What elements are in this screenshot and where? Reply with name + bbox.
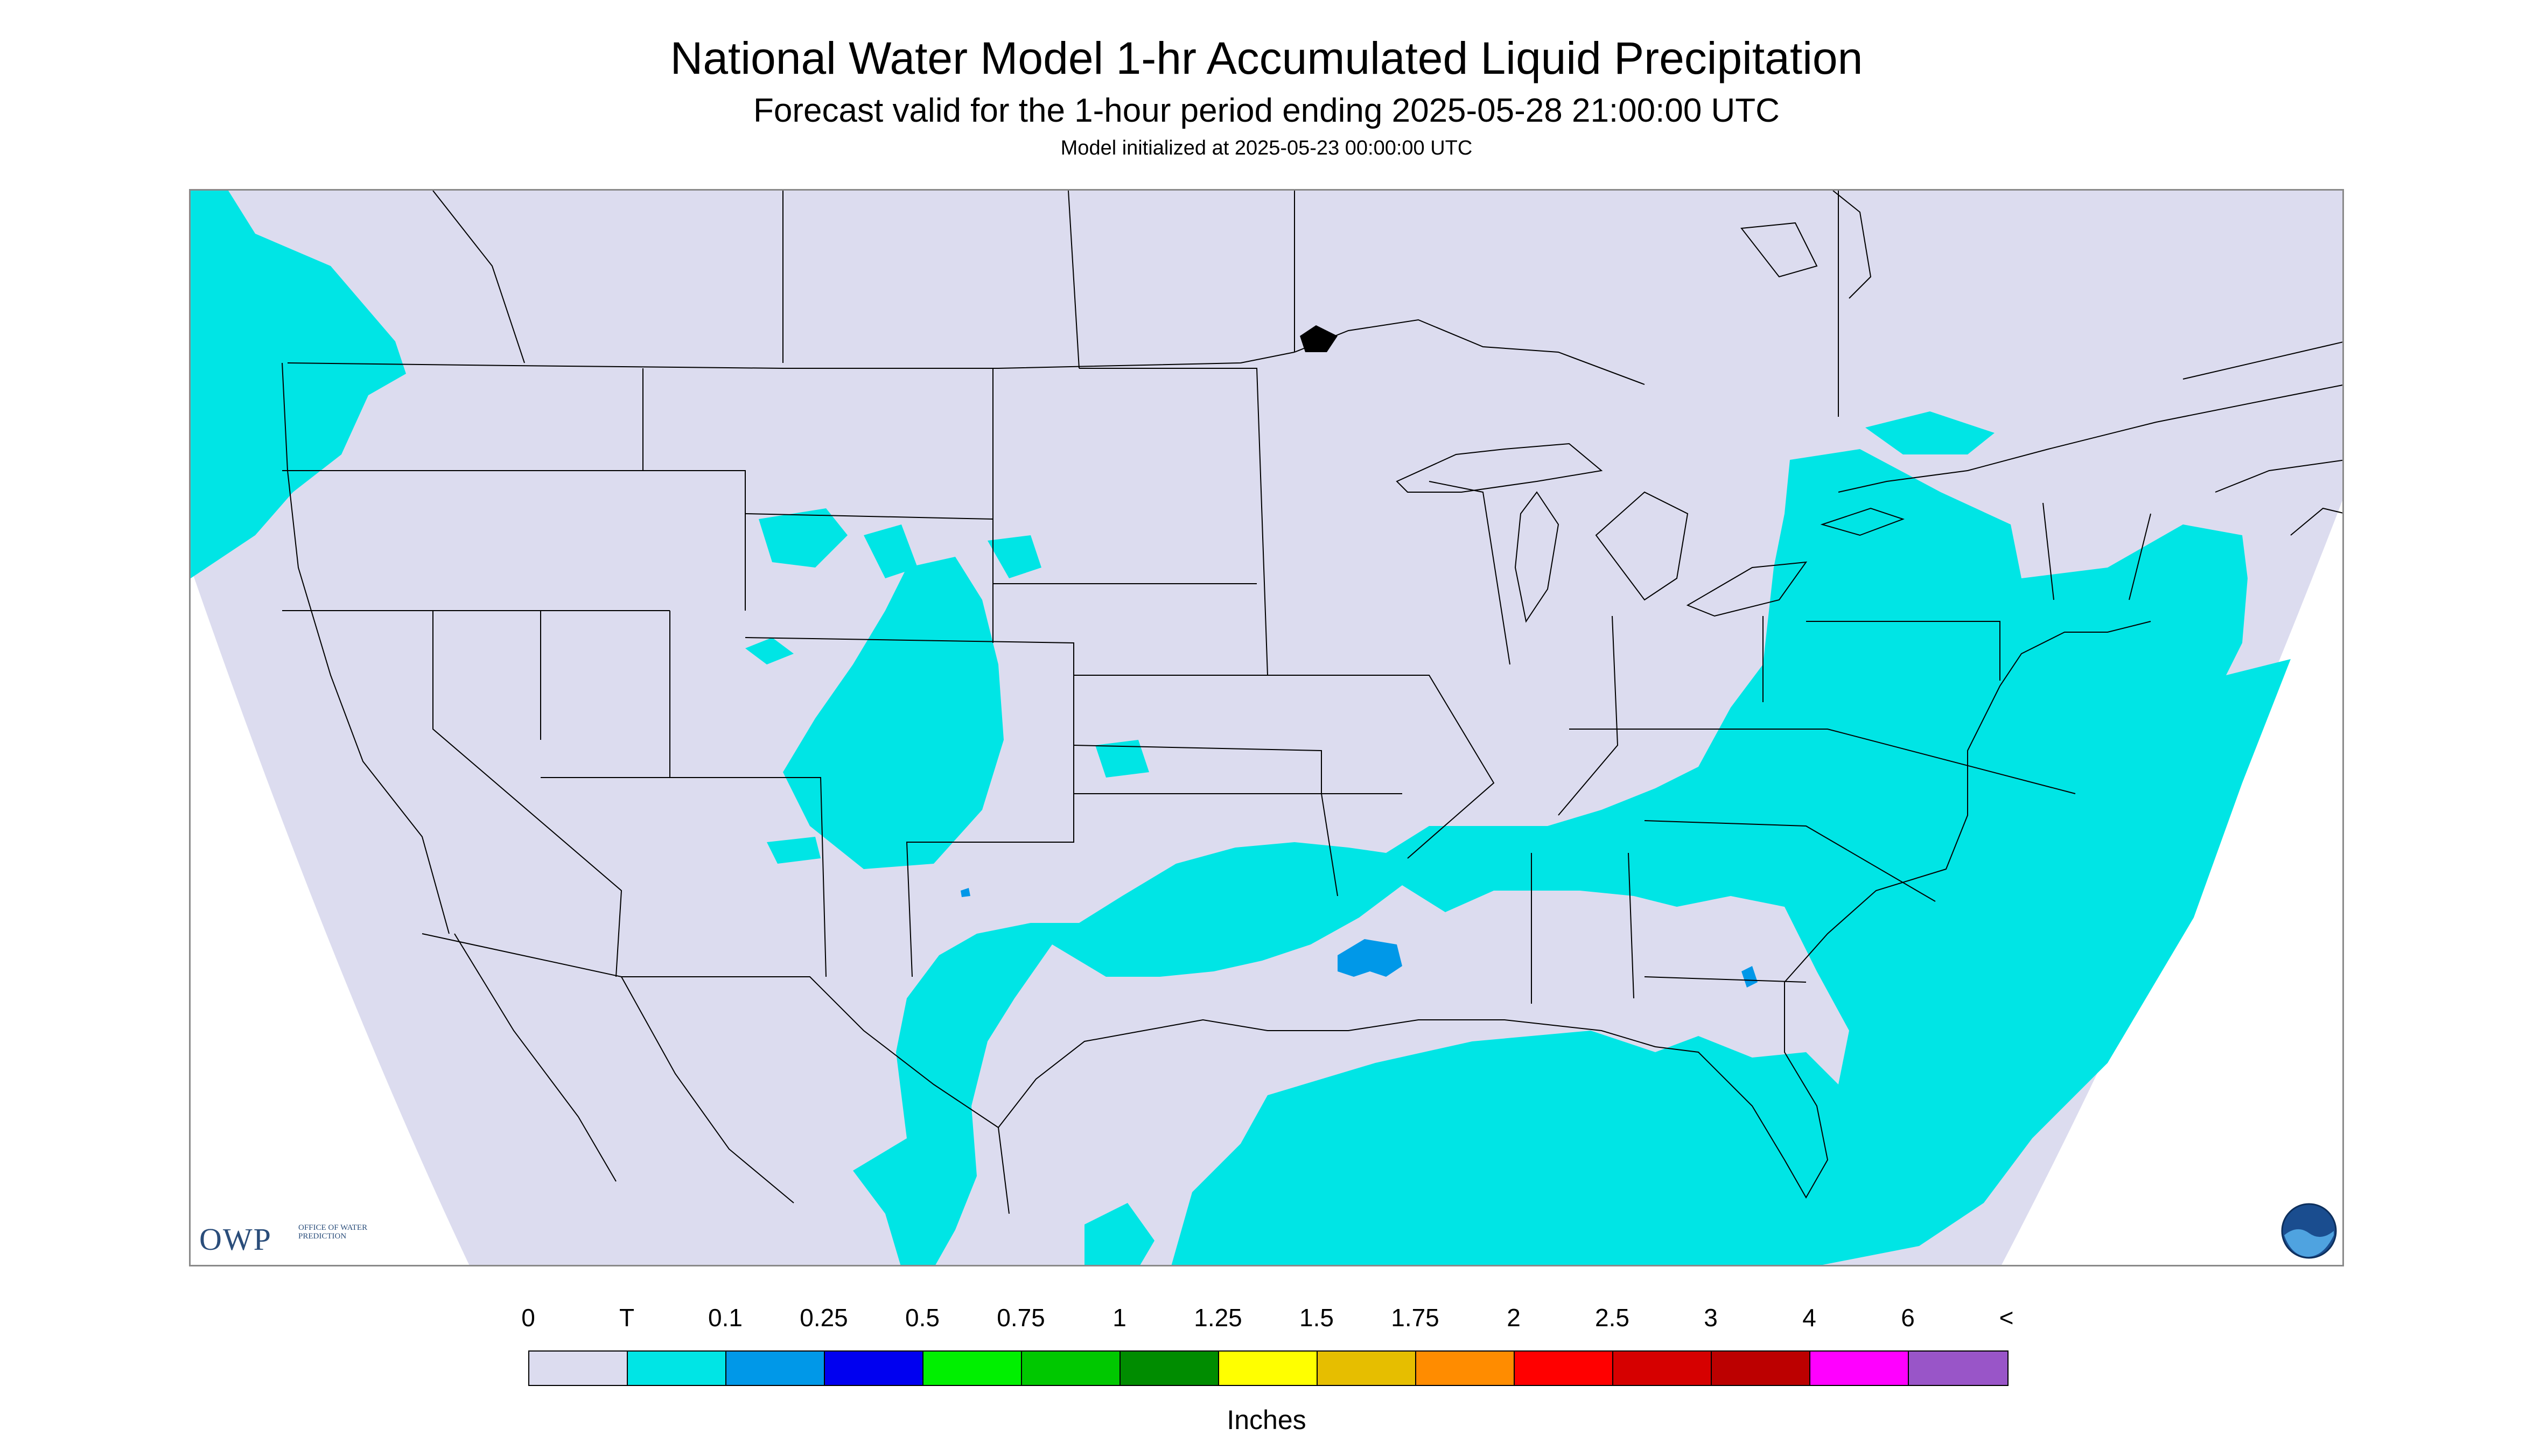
legend-label: 2 xyxy=(1507,1304,1521,1332)
legend-swatch xyxy=(825,1352,923,1385)
legend-label: 2.5 xyxy=(1595,1304,1629,1332)
legend-label: 0.75 xyxy=(997,1304,1045,1332)
precip-light-areas xyxy=(961,888,1758,988)
noaa-logo xyxy=(2281,1203,2337,1259)
legend-swatch xyxy=(1909,1352,2007,1385)
legend-swatch xyxy=(628,1352,726,1385)
owp-mark: OWP xyxy=(199,1222,272,1257)
legend-label: 4 xyxy=(1802,1304,1816,1332)
legend-swatch xyxy=(1613,1352,1712,1385)
legend-label: 1 xyxy=(1112,1304,1126,1332)
map-title: National Water Model 1-hr Accumulated Li… xyxy=(670,33,1863,83)
legend-swatch xyxy=(529,1352,628,1385)
legend-swatch xyxy=(1515,1352,1613,1385)
legend-label: 0.1 xyxy=(708,1304,743,1332)
legend-swatch xyxy=(1416,1352,1515,1385)
map-subtitle: Forecast valid for the 1-hour period end… xyxy=(753,92,1780,129)
legend-colorbar xyxy=(528,1350,2009,1386)
precipitation-map xyxy=(189,189,2344,1266)
legend-label: 0.25 xyxy=(800,1304,848,1332)
model-init-text: Model initialized at 2025-05-23 00:00:00… xyxy=(1060,137,1473,159)
boundary-lines xyxy=(282,191,2342,1214)
legend-label: 3 xyxy=(1704,1304,1718,1332)
precip-trace-areas xyxy=(191,191,2291,1265)
legend-swatch xyxy=(726,1352,825,1385)
legend-swatch xyxy=(1712,1352,1810,1385)
legend-label: 0 xyxy=(521,1304,535,1332)
legend-swatch xyxy=(1318,1352,1416,1385)
legend-swatch xyxy=(1121,1352,1219,1385)
legend-swatch xyxy=(1219,1352,1318,1385)
legend-swatch xyxy=(923,1352,1022,1385)
legend-label: 0.5 xyxy=(905,1304,940,1332)
legend-label: T xyxy=(619,1304,635,1332)
lake-of-the-woods xyxy=(1300,325,1338,352)
legend-swatch xyxy=(1810,1352,1909,1385)
legend-units: Inches xyxy=(1227,1405,1306,1435)
legend-labels: 0 T 0.1 0.25 0.5 0.75 1 1.25 1.5 1.75 2 2.5 3 4 6 < xyxy=(0,1303,2533,1341)
owp-logo-text: OFFICE OF WATER PREDICTION xyxy=(298,1223,368,1241)
legend-label: < xyxy=(1999,1304,2014,1332)
legend-label: 1.5 xyxy=(1299,1304,1334,1332)
legend-label: 6 xyxy=(1901,1304,1915,1332)
legend-label: 1.25 xyxy=(1194,1304,1242,1332)
legend-swatch xyxy=(1022,1352,1121,1385)
owp-logo: OWP OFFICE OF WATER PREDICTION xyxy=(199,1221,367,1257)
legend-label: 1.75 xyxy=(1391,1304,1439,1332)
